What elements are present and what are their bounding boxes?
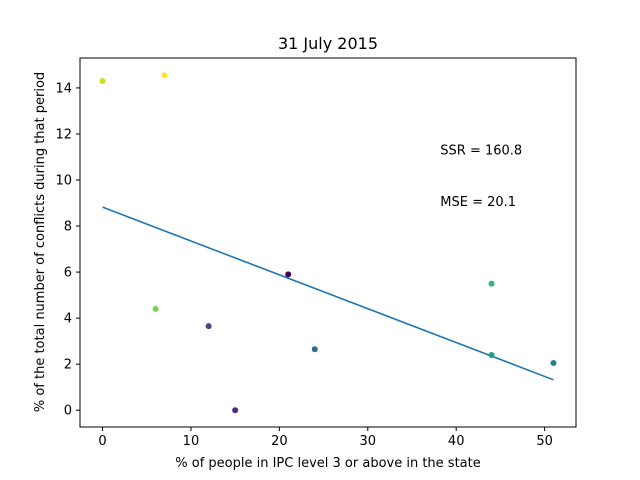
x-axis-label: % of people in IPC level 3 or above in t… <box>175 456 480 471</box>
y-tick-label: 4 <box>64 312 72 327</box>
data-point-10 <box>550 360 557 367</box>
x-tick-label: 10 <box>183 434 200 449</box>
mse-annotation: MSE = 20.1 <box>440 195 516 210</box>
data-point-7 <box>311 346 318 353</box>
y-tick-label: 8 <box>64 220 72 235</box>
data-point-3 <box>152 305 159 312</box>
y-tick-label: 14 <box>55 81 72 96</box>
y-tick-label: 6 <box>64 266 72 281</box>
data-point-8 <box>488 280 495 287</box>
y-tick-label: 0 <box>64 404 72 419</box>
y-tick-label: 12 <box>55 127 72 142</box>
x-tick-label: 50 <box>536 434 553 449</box>
data-point-1 <box>99 78 106 85</box>
y-axis-label: % of the total number of conflicts durin… <box>33 72 48 412</box>
data-point-2 <box>161 72 168 79</box>
data-point-9 <box>488 351 495 358</box>
data-point-4 <box>205 323 212 330</box>
x-tick-label: 20 <box>271 434 288 449</box>
chart-title: 31 July 2015 <box>278 34 378 53</box>
y-tick-label: 10 <box>55 174 72 189</box>
y-tick-label: 2 <box>64 358 72 373</box>
ssr-annotation: SSR = 160.8 <box>440 144 522 159</box>
x-tick-label: 0 <box>98 434 106 449</box>
x-tick-label: 30 <box>360 434 377 449</box>
data-point-6 <box>285 271 292 278</box>
plot-frame <box>79 57 577 428</box>
x-tick-label: 40 <box>448 434 465 449</box>
regression-line <box>102 206 554 381</box>
data-point-5 <box>232 407 239 414</box>
